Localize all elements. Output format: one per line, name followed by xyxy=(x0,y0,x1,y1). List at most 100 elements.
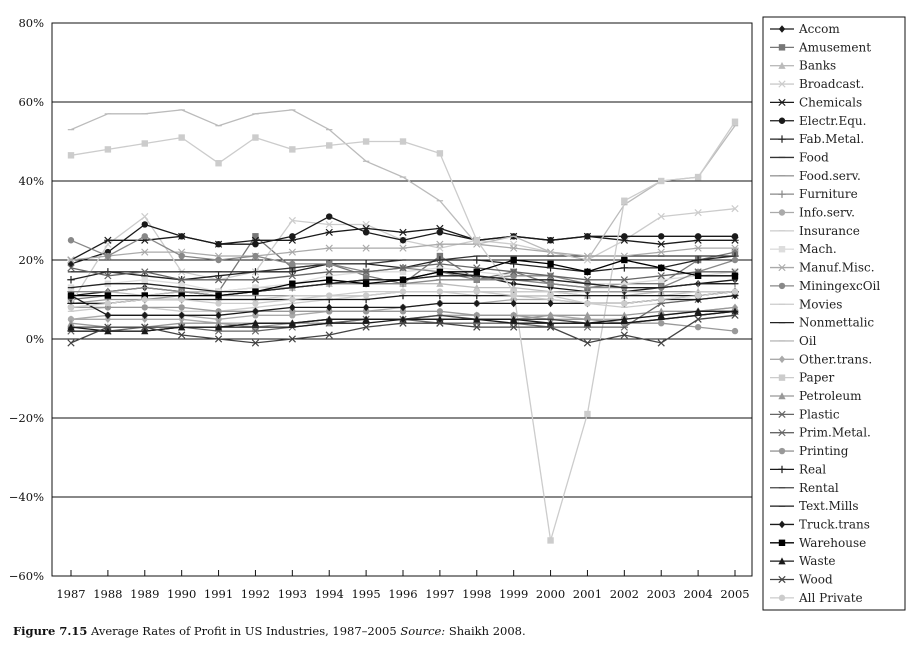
legend-label: Plastic xyxy=(799,407,840,421)
legend-item-miningexcoil: MiningexcOil xyxy=(770,279,880,293)
data-point-printing xyxy=(289,308,296,315)
x-tick-label: 2004 xyxy=(683,587,712,601)
data-point-paper xyxy=(67,152,75,159)
x-tick-label: 1999 xyxy=(499,587,528,601)
data-point-wood xyxy=(694,315,702,323)
data-point-furniture xyxy=(141,283,149,292)
data-point-waste xyxy=(473,315,481,323)
legend-swatch-marker xyxy=(778,117,786,124)
data-point-electr-equ xyxy=(731,233,739,240)
data-point-other-trans xyxy=(141,315,148,324)
legend-swatch-marker xyxy=(778,392,786,400)
data-point-fab-metal xyxy=(620,264,629,272)
data-point-wood xyxy=(104,323,112,331)
data-point-all-private xyxy=(621,300,628,307)
data-point-electr-equ xyxy=(252,241,259,248)
legend-item-prim-metal: Prim.Metal. xyxy=(770,426,871,440)
legend-swatch-marker xyxy=(778,429,786,437)
data-point-paper xyxy=(547,537,554,544)
legend-item-paper: Paper xyxy=(770,371,834,385)
data-point-other-trans xyxy=(67,315,75,324)
legend-label: Amusement xyxy=(798,40,871,54)
source-text: Shaikh 2008. xyxy=(448,624,526,638)
data-point-printing xyxy=(399,308,407,315)
data-point-fab-metal xyxy=(214,272,223,280)
data-point-plastic xyxy=(510,268,518,276)
data-point-warehouse xyxy=(436,268,444,276)
legend-swatch-marker xyxy=(778,25,786,33)
data-point-warehouse xyxy=(694,272,702,279)
data-point-all-private xyxy=(547,292,554,299)
data-point-chemicals xyxy=(657,240,665,248)
legend-item-printing: Printing xyxy=(770,444,849,458)
y-axis-ticks: 80% 60% 40% 20% 0% −20% −40% −60% xyxy=(9,16,44,583)
data-point-all-private xyxy=(399,288,407,295)
legend-item-real: Real xyxy=(770,462,826,476)
data-point-amusement xyxy=(67,296,75,303)
data-point-plastic xyxy=(141,268,149,276)
legend-swatch-marker xyxy=(778,44,786,51)
data-point-other-trans xyxy=(104,315,112,324)
data-point-truck-trans xyxy=(436,299,444,308)
data-point-all-private xyxy=(510,292,517,299)
data-point-electr-equ xyxy=(362,229,370,236)
data-point-paper xyxy=(289,146,296,153)
data-point-other-trans xyxy=(178,315,185,324)
data-point-petroleum xyxy=(214,319,223,327)
data-point-paper xyxy=(141,140,148,147)
x-tick-label: 1987 xyxy=(56,587,85,601)
data-point-paper xyxy=(215,160,222,167)
data-point-warehouse xyxy=(215,292,222,299)
y-tick-label: 40% xyxy=(18,174,44,188)
data-point-broadcast xyxy=(141,212,149,221)
data-point-all-private xyxy=(436,288,444,295)
legend-label: Wood xyxy=(799,573,833,587)
data-point-furniture xyxy=(436,276,444,284)
data-point-truck-trans xyxy=(362,303,370,312)
data-point-wood xyxy=(546,323,555,331)
data-point-wood xyxy=(510,323,518,331)
data-point-wood xyxy=(288,335,296,343)
x-tick-label: 1992 xyxy=(241,587,270,601)
x-tick-label: 1990 xyxy=(167,587,196,601)
data-point-miningexcoil xyxy=(731,256,739,264)
data-point-all-private xyxy=(326,292,333,299)
data-point-chemicals xyxy=(104,236,112,244)
data-point-truck-trans xyxy=(252,307,259,316)
data-point-paper xyxy=(399,138,407,145)
data-point-printing xyxy=(436,308,444,315)
data-point-electr-equ xyxy=(141,221,148,228)
plot-frame xyxy=(51,22,753,577)
legend-label: Banks xyxy=(799,59,836,73)
legend-item-wood: Wood xyxy=(770,573,833,587)
data-point-warehouse xyxy=(547,260,554,268)
data-point-miningexcoil xyxy=(141,233,148,240)
data-point-truck-trans xyxy=(141,311,148,320)
data-point-printing xyxy=(731,327,739,335)
legend-item-electr-equ: Electr.Equ. xyxy=(770,114,866,128)
legend-item-petroleum: Petroleum xyxy=(770,389,862,403)
x-tick-label: 2005 xyxy=(720,587,749,601)
data-point-plastic xyxy=(657,272,665,280)
data-point-electr-equ xyxy=(658,233,665,240)
data-point-electr-equ xyxy=(215,241,222,248)
data-point-wood xyxy=(473,323,481,331)
legend-swatch-marker xyxy=(778,80,786,88)
source-label: Source: xyxy=(400,624,446,638)
data-point-mach xyxy=(436,264,444,272)
series-line-paper xyxy=(70,121,736,542)
x-tick-label: 2002 xyxy=(610,587,639,601)
y-tick-label: 20% xyxy=(18,253,44,267)
legend-label: Other.trans. xyxy=(799,352,872,366)
data-point-waste xyxy=(288,319,296,327)
data-point-furniture xyxy=(546,280,555,288)
legend-swatch-marker xyxy=(778,98,786,106)
legend-label: Manuf.Misc. xyxy=(799,261,875,275)
data-point-broadcast xyxy=(288,216,296,225)
legend-item-truck-trans: Truck.trans xyxy=(770,517,870,531)
series-electr-equ xyxy=(67,213,739,268)
data-point-petroleum xyxy=(620,311,628,319)
legend-item-food-serv: Food.serv. xyxy=(770,169,861,183)
data-point-truck-trans xyxy=(326,303,333,312)
